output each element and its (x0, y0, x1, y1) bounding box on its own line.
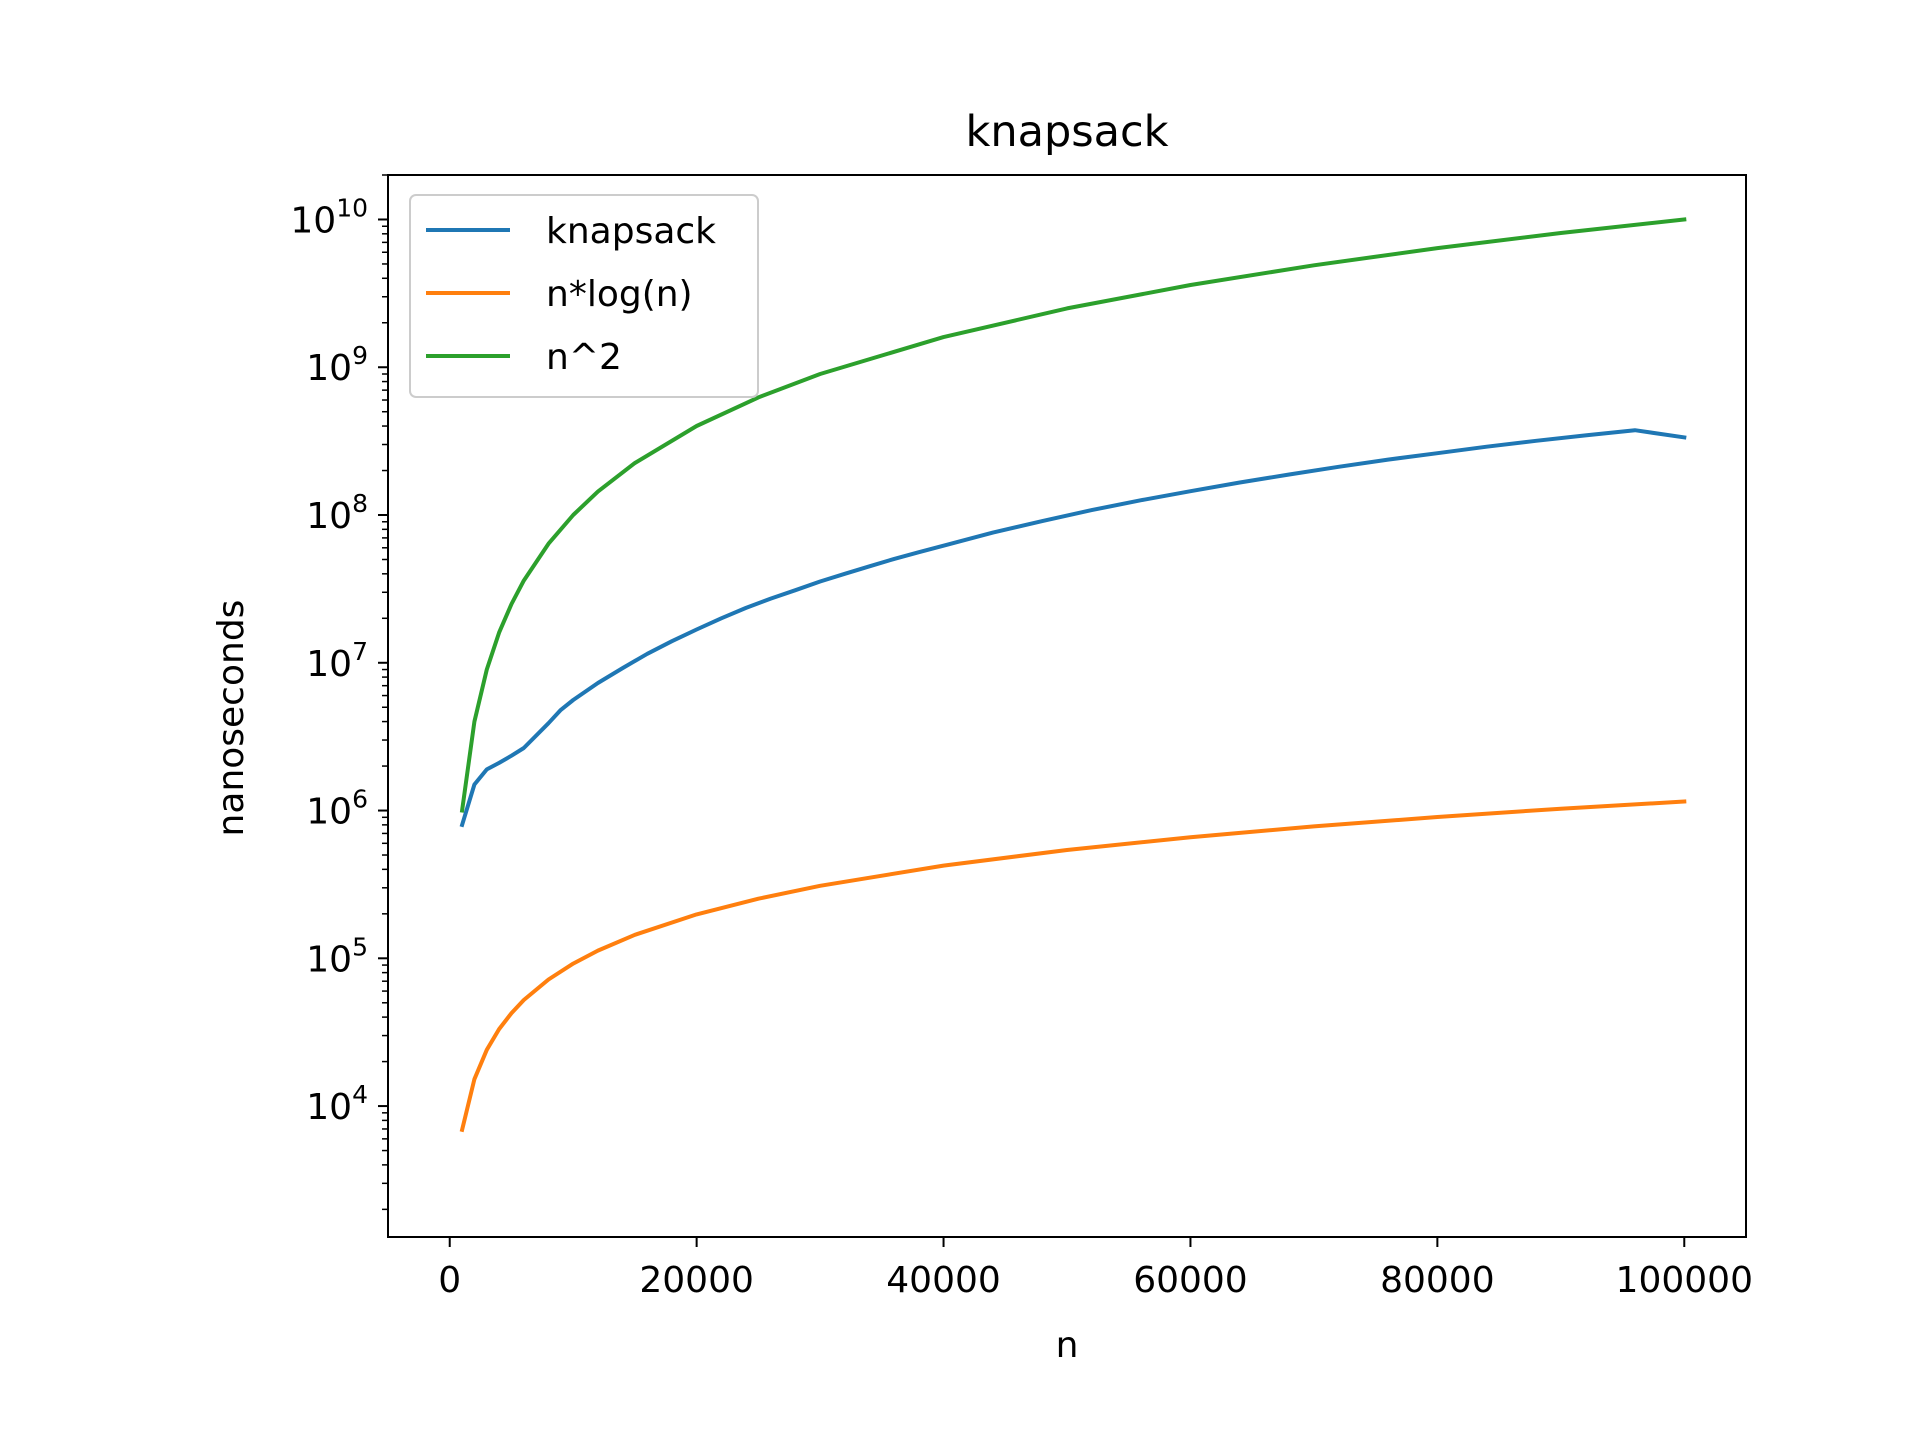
y-tick-exponent: 4 (352, 1080, 368, 1109)
series-layer (459, 217, 1687, 1133)
y-tick-base: 10 (306, 1087, 352, 1128)
y-tick-base: 10 (306, 348, 352, 389)
legend: knapsack n*log(n) n^2 (409, 194, 759, 398)
y-tick-label: 109 (306, 341, 368, 389)
y-tick-exponent: 6 (352, 785, 368, 814)
x-tick-label: 100000 (1616, 1260, 1753, 1301)
legend-label-1: n*log(n) (546, 274, 693, 315)
x-tick-label: 60000 (1133, 1260, 1248, 1301)
y-tick-label: 106 (306, 785, 368, 833)
y-tick-base: 10 (306, 496, 352, 537)
y-tick-base: 10 (290, 200, 336, 241)
chart-title: knapsack (965, 107, 1168, 157)
y-tick-label: 105 (306, 932, 368, 980)
y-tick-exponent: 5 (352, 932, 368, 961)
y-axis-label: nanoseconds (211, 600, 252, 837)
y-tick-base: 10 (306, 939, 352, 980)
y-tick-label: 1010 (290, 193, 368, 241)
y-tick-base: 10 (306, 792, 352, 833)
axes-layer: 0 20000 40000 60000 80000 1000001041051061071… (290, 174, 1753, 1301)
y-tick-label: 107 (306, 637, 368, 685)
y-tick-label: 104 (306, 1080, 368, 1128)
series-line-0 (459, 428, 1687, 828)
legend-label-0: knapsack (546, 211, 716, 252)
x-axis-label: n (1056, 1325, 1079, 1366)
x-tick-label: 80000 (1380, 1260, 1495, 1301)
y-tick-exponent: 10 (336, 193, 368, 222)
y-tick-exponent: 8 (352, 489, 368, 518)
series-line-2 (459, 217, 1687, 813)
series-line-1 (459, 799, 1687, 1133)
y-tick-exponent: 7 (352, 637, 368, 666)
y-tick-exponent: 9 (352, 341, 368, 370)
y-tick-label: 108 (306, 489, 368, 537)
x-tick-label: 20000 (639, 1260, 754, 1301)
x-tick-label: 40000 (886, 1260, 1001, 1301)
legend-box (409, 194, 759, 398)
plot-frame (387, 174, 1747, 1238)
legend-label-2: n^2 (546, 337, 622, 378)
x-tick-label: 0 (438, 1260, 461, 1301)
y-tick-base: 10 (306, 644, 352, 685)
